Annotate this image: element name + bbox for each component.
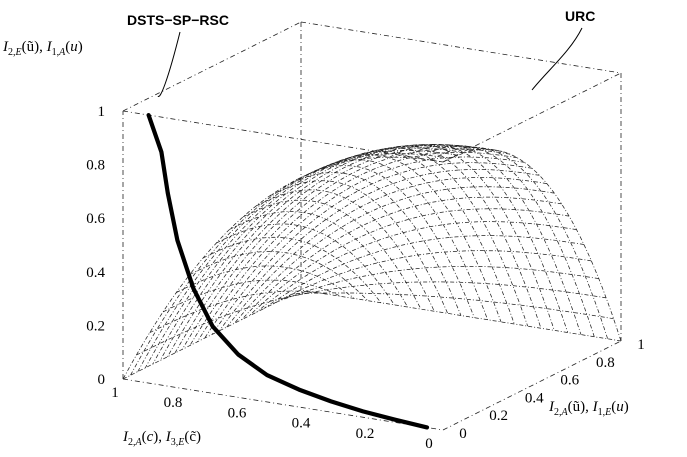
x-tick-label: 0 [425, 436, 433, 452]
y-tick-label: 0.4 [525, 390, 544, 406]
z-tick-label: 0.2 [86, 318, 105, 334]
mesh-line-y [286, 281, 607, 299]
y-tick-label: 0.8 [596, 355, 615, 371]
urc-surface-mesh [122, 144, 622, 380]
x-tick-label: 0.4 [292, 416, 311, 432]
frame-edge [122, 21, 302, 112]
mesh-line-y [196, 152, 518, 343]
z-tick-label: 0 [98, 372, 106, 388]
frame-edge [442, 340, 622, 431]
mesh-line-y [241, 196, 562, 320]
mesh-line-y [130, 153, 451, 376]
mesh-line-y [152, 145, 473, 365]
y-axis-label: I2,A(ũ), I1,E(u) [548, 399, 629, 418]
annotation-urc: URC [565, 8, 595, 24]
mesh-line-y [256, 221, 577, 313]
x-tick-label: 0.8 [164, 395, 183, 411]
mesh-line-y [181, 146, 503, 350]
mesh-line-y [234, 186, 555, 324]
x-axis-label: I2,A(c), I3,E(c̃) [122, 429, 201, 448]
z-tick-label: 1 [98, 104, 106, 120]
mesh-line-x [376, 144, 555, 331]
z-tick-label: 0.6 [86, 211, 105, 227]
mesh-line-y [167, 144, 488, 357]
dsts-sp-rsc-curve [146, 113, 430, 430]
z-tick-label: 0.8 [86, 158, 105, 174]
mesh-line-y [263, 235, 584, 309]
mesh-line-x [122, 289, 302, 380]
mesh-line-x [416, 145, 595, 337]
annotation-urc-leader [531, 27, 583, 91]
mesh-line-x [202, 236, 382, 304]
mesh-line-x [429, 147, 609, 340]
mesh-line-x [256, 189, 435, 312]
mesh-line-x [322, 154, 502, 323]
mesh-line-x [229, 211, 409, 308]
mesh-line-y [204, 156, 525, 339]
mesh-line-x [189, 251, 368, 301]
mesh-line-y [219, 169, 540, 332]
y-tick-label: 0.2 [489, 408, 508, 424]
frame-edge [122, 110, 444, 163]
x-tick-label: 0.6 [228, 405, 247, 421]
mesh-line-x [162, 279, 342, 313]
x-tick-label: 1 [111, 385, 119, 401]
mesh-line-x [242, 199, 422, 310]
annotation-dsts: DSTS−SP−RSC [127, 12, 229, 28]
frame-edge [442, 72, 622, 163]
mesh-line-y [271, 250, 592, 306]
frame-edge [300, 21, 622, 74]
y-tick-label: 0.6 [560, 373, 579, 389]
annotation-dsts-leader [157, 31, 181, 97]
tick-labels: 0 0.2 0.4 0.6 0.8 1 1 0.8 0.6 0.4 0.2 0 0 0.2 0.4 0.6 0.… [86, 104, 645, 452]
mesh-line-y [226, 177, 547, 328]
z-tick-label: 0.4 [86, 265, 105, 281]
x-tick-label: 0.2 [356, 426, 375, 442]
mesh-line-y [189, 148, 510, 346]
y-tick-label: 1 [637, 337, 645, 353]
mesh-line-x [442, 149, 622, 342]
z-axis-label: I2,E(ũ), I1,A(u) [2, 39, 83, 58]
mesh-line-x [336, 150, 515, 325]
dsts-curve-layer [146, 113, 430, 430]
mesh-line-y [300, 289, 622, 342]
plot-frame [122, 21, 622, 431]
mesh-line-y [248, 208, 570, 317]
y-tick-label: 0 [459, 426, 467, 442]
mesh-line-x [296, 165, 475, 318]
mesh-line-x [389, 144, 569, 333]
